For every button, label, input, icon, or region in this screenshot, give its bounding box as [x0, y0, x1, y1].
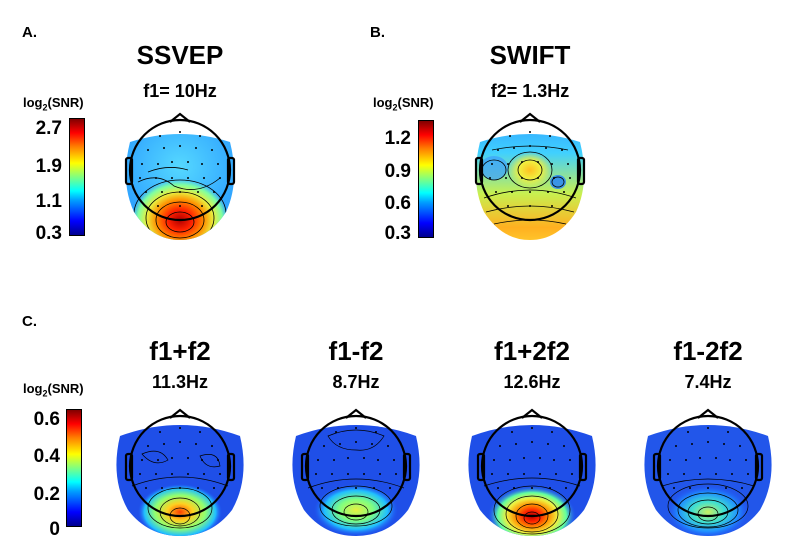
panel-c-map-frequency: 12.6Hz: [503, 372, 561, 392]
panel-c-colorbar: [66, 409, 82, 527]
panel-b-title: SWIFT: [489, 40, 571, 70]
panel-c-tick: 0.2: [33, 484, 60, 505]
panel-c-tick: 0: [49, 519, 60, 540]
panel-a-tick: 2.7: [35, 118, 62, 139]
panel-c-topomap-f1-minus-f2: [292, 408, 420, 536]
panel-b-label: B.: [370, 24, 385, 41]
panel-b-frequency: f2= 1.3Hz: [490, 81, 570, 101]
panel-c-map-title: f1-2f2: [673, 336, 743, 366]
panel-b-tick: 0.9: [384, 161, 411, 182]
panel-a-topomap: [124, 112, 236, 240]
panel-b-tick: 0.3: [384, 223, 411, 244]
panel-c-tick: 0.6: [33, 409, 60, 430]
panel-c-map-title: f1+f2: [149, 336, 211, 366]
panel-c-map-title: f1-f2: [328, 336, 384, 366]
panel-c-label: C.: [22, 313, 37, 330]
panel-c-map-frequency: 11.3Hz: [151, 372, 209, 392]
panel-a-tick: 1.1: [35, 191, 62, 212]
panel-c-topomap-f1-minus-2f2: [644, 408, 772, 536]
panel-c-tick: 0.4: [33, 446, 60, 467]
panel-b-topomap: [474, 112, 586, 240]
panel-a-tick: 1.9: [35, 156, 62, 177]
panel-a-tick: 0.3: [35, 223, 62, 244]
panel-a-colorbar: [69, 118, 85, 236]
panel-c-map-frequency: 7.4Hz: [684, 372, 732, 392]
panel-b-tick: 0.6: [384, 193, 411, 214]
panel-b-tick: 1.2: [384, 128, 411, 149]
panel-c-topomap-f1-plus-2f2: [468, 408, 596, 536]
panel-a-title: SSVEP: [136, 40, 224, 70]
panel-c-map-frequency: 8.7Hz: [332, 372, 380, 392]
panel-c-colorbar-label: log2(SNR): [23, 381, 84, 399]
panel-c-topomap-f1-plus-f2: [116, 408, 244, 536]
panel-b-colorbar: [418, 120, 434, 238]
panel-c-map-title: f1+2f2: [494, 336, 570, 366]
panel-a-frequency: f1= 10Hz: [143, 81, 217, 101]
panel-a-label: A.: [22, 24, 37, 41]
panel-b-colorbar-label: log2(SNR): [373, 95, 434, 113]
panel-a-colorbar-label: log2(SNR): [23, 95, 84, 113]
